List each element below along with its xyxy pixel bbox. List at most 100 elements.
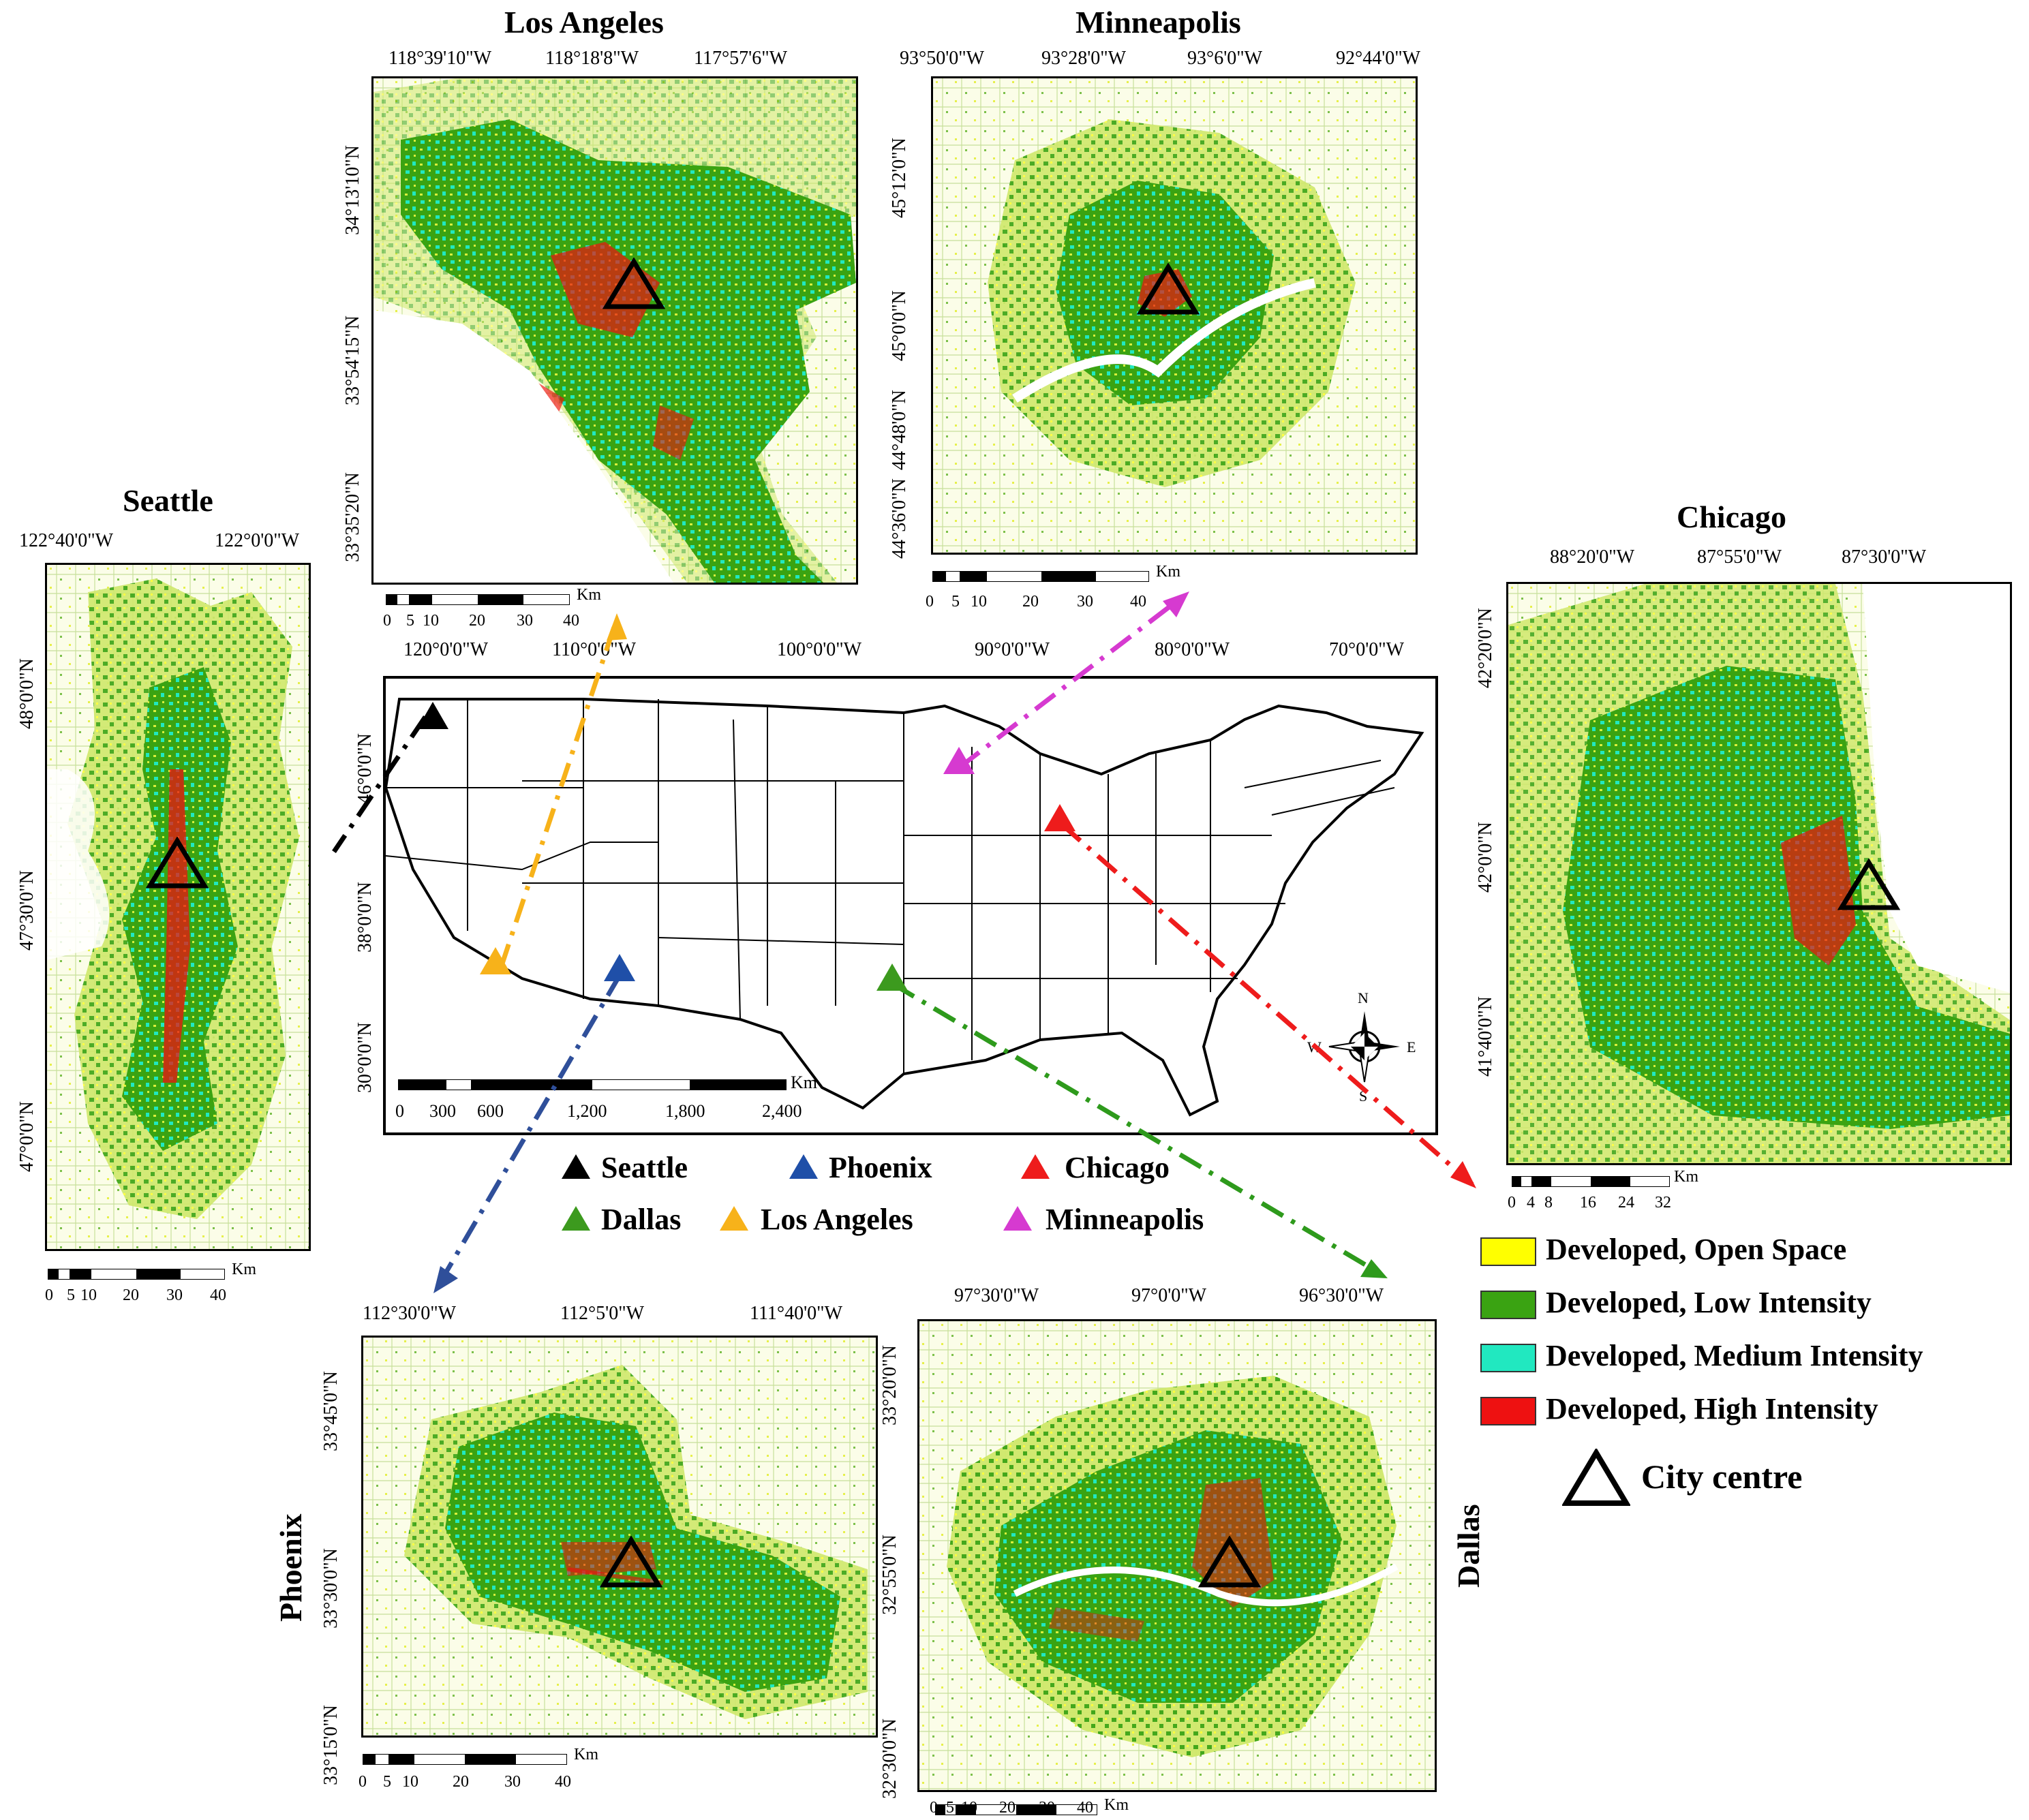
- compass-n-label: N: [1358, 989, 1369, 1006]
- us-scale-label: 0: [395, 1101, 404, 1121]
- us-legend-los-angeles-icon: [718, 1205, 750, 1235]
- north-arrow-icon: [1324, 1006, 1405, 1091]
- minneapolis-scale-label: 10: [971, 593, 987, 611]
- dallas-scale-label: 10: [961, 1799, 977, 1817]
- us-legend-dallas-icon: [560, 1205, 592, 1235]
- minneapolis-scale-label: 5: [951, 593, 960, 611]
- us-lon-tick: 100°0'0"W: [777, 639, 862, 660]
- phoenix-lon-tick: 111°40'0"W: [750, 1303, 843, 1324]
- phoenix-map: [361, 1336, 878, 1738]
- legend-swatch-medium-intensity: [1480, 1344, 1536, 1372]
- us-scale-label: 1,800: [665, 1101, 705, 1121]
- phoenix-lon-tick: 112°30'0"W: [363, 1303, 457, 1324]
- seattle-scale-bar: [47, 1268, 226, 1283]
- legend-high-intensity: Developed, High Intensity: [1546, 1392, 1878, 1425]
- us-scale-label: 600: [477, 1101, 504, 1121]
- dallas-lon-tick: 97°0'0"W: [1131, 1285, 1207, 1306]
- us-legend-seattle-icon: [560, 1153, 592, 1184]
- seattle-center-triangle: [145, 836, 209, 893]
- mpls-lon-tick: 93°6'0"W: [1187, 48, 1263, 69]
- legend-open-space: Developed, Open Space: [1546, 1233, 1847, 1266]
- chicago-lon-tick: 88°20'0"W: [1550, 546, 1635, 568]
- dallas-lon-tick: 96°30'0"W: [1299, 1285, 1384, 1306]
- chicago-scale-unit: Km: [1674, 1168, 1698, 1186]
- us-legend-chicago: Chicago: [1065, 1151, 1170, 1184]
- seattle-scale-label: 0: [45, 1286, 53, 1304]
- us-scale-bar: [397, 1079, 787, 1094]
- seattle-lon-tick: 122°40'0"W: [19, 530, 114, 551]
- la-lon-tick: 118°39'10"W: [388, 48, 492, 69]
- seattle-lon-tick: 122°0'0"W: [215, 530, 300, 551]
- us-legend-minneapolis-icon: [1002, 1205, 1033, 1235]
- phoenix-scale-bar: [362, 1753, 568, 1768]
- city-centre-triangle-icon: [1561, 1447, 1632, 1511]
- chicago-scale-label: 24: [1618, 1194, 1634, 1212]
- us-lon-tick: 120°0'0"W: [403, 639, 489, 660]
- us-legend-dallas: Dallas: [601, 1203, 682, 1236]
- chicago-scale-label: 32: [1655, 1194, 1671, 1212]
- seattle-scale-label: 40: [210, 1286, 226, 1304]
- chicago-scale-label: 16: [1580, 1194, 1596, 1212]
- los-angeles-title: Los Angeles: [504, 5, 664, 40]
- seattle-scale-label: 10: [80, 1286, 97, 1304]
- phoenix-scale-unit: Km: [574, 1746, 598, 1763]
- dallas-center-triangle: [1197, 1535, 1262, 1592]
- chicago-scale-label: 8: [1544, 1194, 1553, 1212]
- mpls-lon-tick: 92°44'0"W: [1336, 48, 1421, 69]
- seattle-scale-unit: Km: [232, 1261, 256, 1278]
- mpls-lon-tick: 93°28'0"W: [1041, 48, 1127, 69]
- compass-e-label: E: [1407, 1038, 1416, 1055]
- minneapolis-scale-label: 30: [1077, 593, 1093, 611]
- la-scale-label: 30: [517, 612, 533, 630]
- legend-city-centre: City centre: [1641, 1457, 1803, 1496]
- phoenix-lon-tick: 112°5'0"W: [560, 1303, 645, 1324]
- seattle-title: Seattle: [123, 483, 213, 518]
- us-scale-label: 1,200: [567, 1101, 607, 1121]
- la-scale-bar: [385, 593, 570, 608]
- dallas-scale-label: 0: [930, 1799, 938, 1817]
- phoenix-marker-icon: [602, 953, 637, 986]
- chicago-scale-bar: [1511, 1175, 1671, 1190]
- phoenix-scale-label: 20: [453, 1773, 469, 1791]
- chicago-marker-icon: [1043, 803, 1077, 836]
- us-legend-seattle: Seattle: [601, 1151, 688, 1184]
- la-scale-unit: Km: [577, 586, 601, 604]
- legend-swatch-high-intensity: [1480, 1397, 1536, 1425]
- us-map: [383, 676, 1438, 1135]
- mpls-lon-tick: 93°50'0"W: [900, 48, 985, 69]
- us-legend-minneapolis: Minneapolis: [1046, 1203, 1204, 1236]
- los-angeles-marker-icon: [478, 946, 513, 979]
- us-legend-phoenix-icon: [788, 1153, 819, 1184]
- legend-medium-intensity: Developed, Medium Intensity: [1546, 1339, 1923, 1372]
- seattle-scale-label: 5: [67, 1286, 75, 1304]
- chicago-lon-tick: 87°55'0"W: [1697, 546, 1782, 568]
- chicago-title: Chicago: [1677, 499, 1786, 534]
- legend-low-intensity: Developed, Low Intensity: [1546, 1286, 1872, 1319]
- minneapolis-scale-bar: [932, 570, 1150, 585]
- minneapolis-scale-unit: Km: [1156, 563, 1180, 581]
- us-scale-label: 2,400: [762, 1101, 802, 1121]
- dallas-lon-tick: 97°30'0"W: [954, 1285, 1039, 1306]
- dallas-scale-label: 40: [1077, 1799, 1093, 1817]
- phoenix-scale-label: 10: [402, 1773, 418, 1791]
- us-lon-tick: 80°0'0"W: [1155, 639, 1230, 660]
- phoenix-center-triangle: [599, 1535, 663, 1592]
- us-scale-label: 300: [429, 1101, 456, 1121]
- minneapolis-map: [931, 76, 1418, 555]
- marker-shape: [417, 702, 448, 729]
- minneapolis-scale-label: 20: [1022, 593, 1039, 611]
- dallas-scale-label: 20: [999, 1799, 1016, 1817]
- us-lon-tick: 110°0'0"W: [552, 639, 637, 660]
- minneapolis-scale-label: 40: [1130, 593, 1146, 611]
- phoenix-scale-label: 30: [504, 1773, 521, 1791]
- chicago-lon-tick: 87°30'0"W: [1842, 546, 1927, 568]
- seattle-marker-icon: [416, 700, 450, 734]
- la-scale-label: 10: [423, 612, 439, 630]
- chicago-map: [1506, 582, 2012, 1165]
- la-scale-label: 20: [469, 612, 485, 630]
- us-lon-tick: 70°0'0"W: [1329, 639, 1405, 660]
- us-legend-chicago-icon: [1020, 1153, 1051, 1184]
- dallas-marker-icon: [875, 962, 909, 996]
- dallas-scale-unit: Km: [1104, 1796, 1129, 1814]
